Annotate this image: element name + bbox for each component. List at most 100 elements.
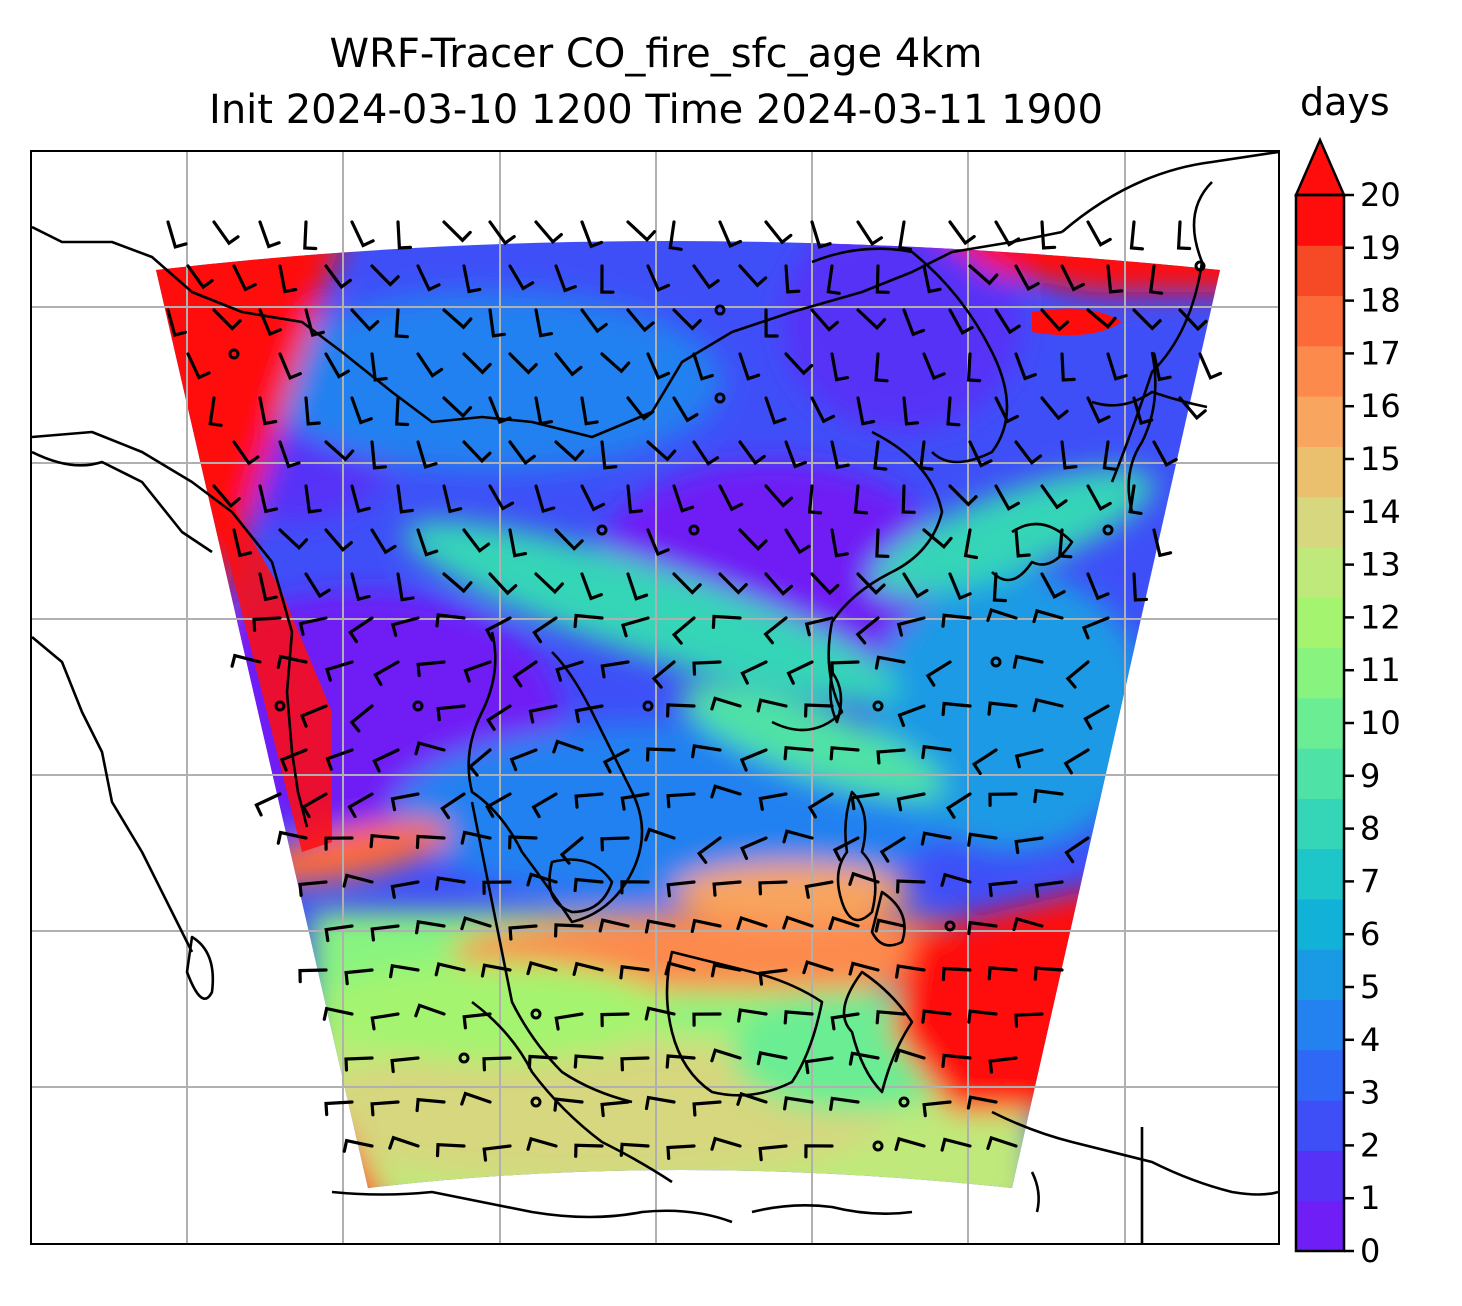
wind-barb — [710, 1136, 742, 1151]
wind-barb — [258, 484, 279, 514]
wind-barb — [580, 484, 606, 512]
wind-barb — [620, 792, 650, 811]
wind-barb — [350, 220, 375, 248]
colorbar-bin — [1296, 999, 1344, 1051]
wind-barb — [299, 704, 328, 728]
wind-barb — [463, 660, 492, 683]
wind-barb — [416, 440, 438, 469]
wind-barb — [304, 572, 331, 599]
wind-barb — [1148, 264, 1164, 295]
wind-barb — [370, 440, 387, 470]
wind-barb — [303, 220, 318, 251]
wind-barb — [782, 829, 814, 844]
wind-barb — [435, 876, 466, 891]
calm-circle — [530, 1096, 542, 1108]
colorbar-bin — [1296, 697, 1344, 749]
colorbar-bin — [1296, 597, 1344, 649]
wind-barb — [442, 308, 473, 330]
wind-barb — [1178, 308, 1208, 332]
wind-barb — [574, 792, 604, 809]
colorbar-bin — [1296, 1150, 1344, 1202]
colorbar-tick-label: 14 — [1360, 493, 1401, 531]
wind-barb — [756, 1051, 788, 1066]
wind-barb — [988, 880, 1018, 898]
wind-barb — [986, 607, 1018, 622]
colorbar-tick-label: 8 — [1360, 810, 1380, 848]
wind-barb — [986, 1135, 1018, 1150]
wind-barb — [534, 308, 554, 338]
map-panel — [30, 150, 1280, 1245]
wind-barb — [968, 264, 999, 286]
calm-circle — [1102, 524, 1114, 536]
wind-barb — [1014, 748, 1044, 769]
wind-barb — [580, 572, 603, 601]
wind-barb — [830, 528, 849, 558]
wind-barb — [508, 264, 535, 291]
wind-barb — [1132, 308, 1162, 331]
wind-barb — [598, 918, 630, 933]
wind-barb — [390, 616, 420, 637]
wind-barb — [710, 963, 742, 978]
colorbar-tick-label: 12 — [1360, 598, 1401, 636]
wind-barb — [342, 1138, 374, 1153]
wind-barb — [764, 308, 779, 338]
colorbar-tick-label: 6 — [1360, 915, 1380, 953]
wind-barb — [626, 572, 649, 601]
wind-barb — [1178, 396, 1207, 421]
wind-barb — [482, 1144, 512, 1162]
wind-barb — [946, 396, 961, 427]
wind-barb — [348, 616, 374, 644]
wind-barb — [696, 836, 722, 864]
wind-barb — [462, 352, 492, 375]
map-title-line-1: WRF-Tracer CO_fire_sfc_age 4km — [329, 31, 983, 77]
map-gridlines — [32, 152, 1278, 1243]
wind-barb — [602, 748, 630, 774]
wind-barb — [1032, 697, 1064, 713]
wind-barb — [968, 440, 993, 468]
wind-barb — [920, 831, 952, 846]
wind-barb — [925, 660, 952, 687]
wind-barb — [1040, 308, 1070, 332]
wind-barb — [276, 830, 308, 845]
wind-barb — [671, 616, 696, 645]
calm-circle — [412, 700, 424, 712]
wind-barb — [856, 396, 876, 426]
wind-barb — [646, 528, 670, 557]
colorbar-bin — [1296, 1100, 1344, 1151]
wind-barb — [1152, 352, 1172, 382]
wind-barb — [896, 879, 926, 894]
wind-barb — [941, 701, 972, 717]
wind-barb — [278, 528, 309, 551]
wind-barb — [940, 1137, 972, 1152]
colorbar-tick-label: 13 — [1360, 546, 1401, 584]
wind-barb — [619, 1142, 650, 1157]
wind-barb — [963, 528, 979, 560]
wind-barb — [804, 703, 834, 718]
wind-barb — [554, 440, 585, 462]
wind-barb — [619, 965, 650, 980]
wind-barb — [948, 220, 976, 246]
wind-barb — [807, 792, 834, 819]
colorbar-tick-label: 19 — [1360, 229, 1401, 267]
wind-barb — [712, 880, 742, 897]
wind-barb — [232, 440, 260, 466]
wind-barb — [526, 872, 558, 887]
wind-barb — [534, 396, 554, 426]
wind-barb — [396, 484, 414, 514]
wind-barb — [830, 440, 850, 470]
wind-barb — [527, 1054, 558, 1070]
wind-barb — [921, 744, 952, 760]
wind-barb — [1014, 836, 1044, 855]
wind-barb — [276, 654, 308, 669]
wind-barb — [298, 880, 328, 897]
calm-circle — [228, 348, 240, 360]
wind-barb — [758, 968, 788, 986]
wind-barb — [830, 352, 850, 382]
wind-barb — [1086, 220, 1112, 247]
wind-barb — [278, 264, 298, 294]
wind-barb — [710, 784, 742, 799]
wind-barb — [508, 352, 538, 375]
calm-circle — [714, 392, 726, 404]
wind-barb — [921, 1009, 952, 1024]
wind-barb — [876, 748, 906, 765]
